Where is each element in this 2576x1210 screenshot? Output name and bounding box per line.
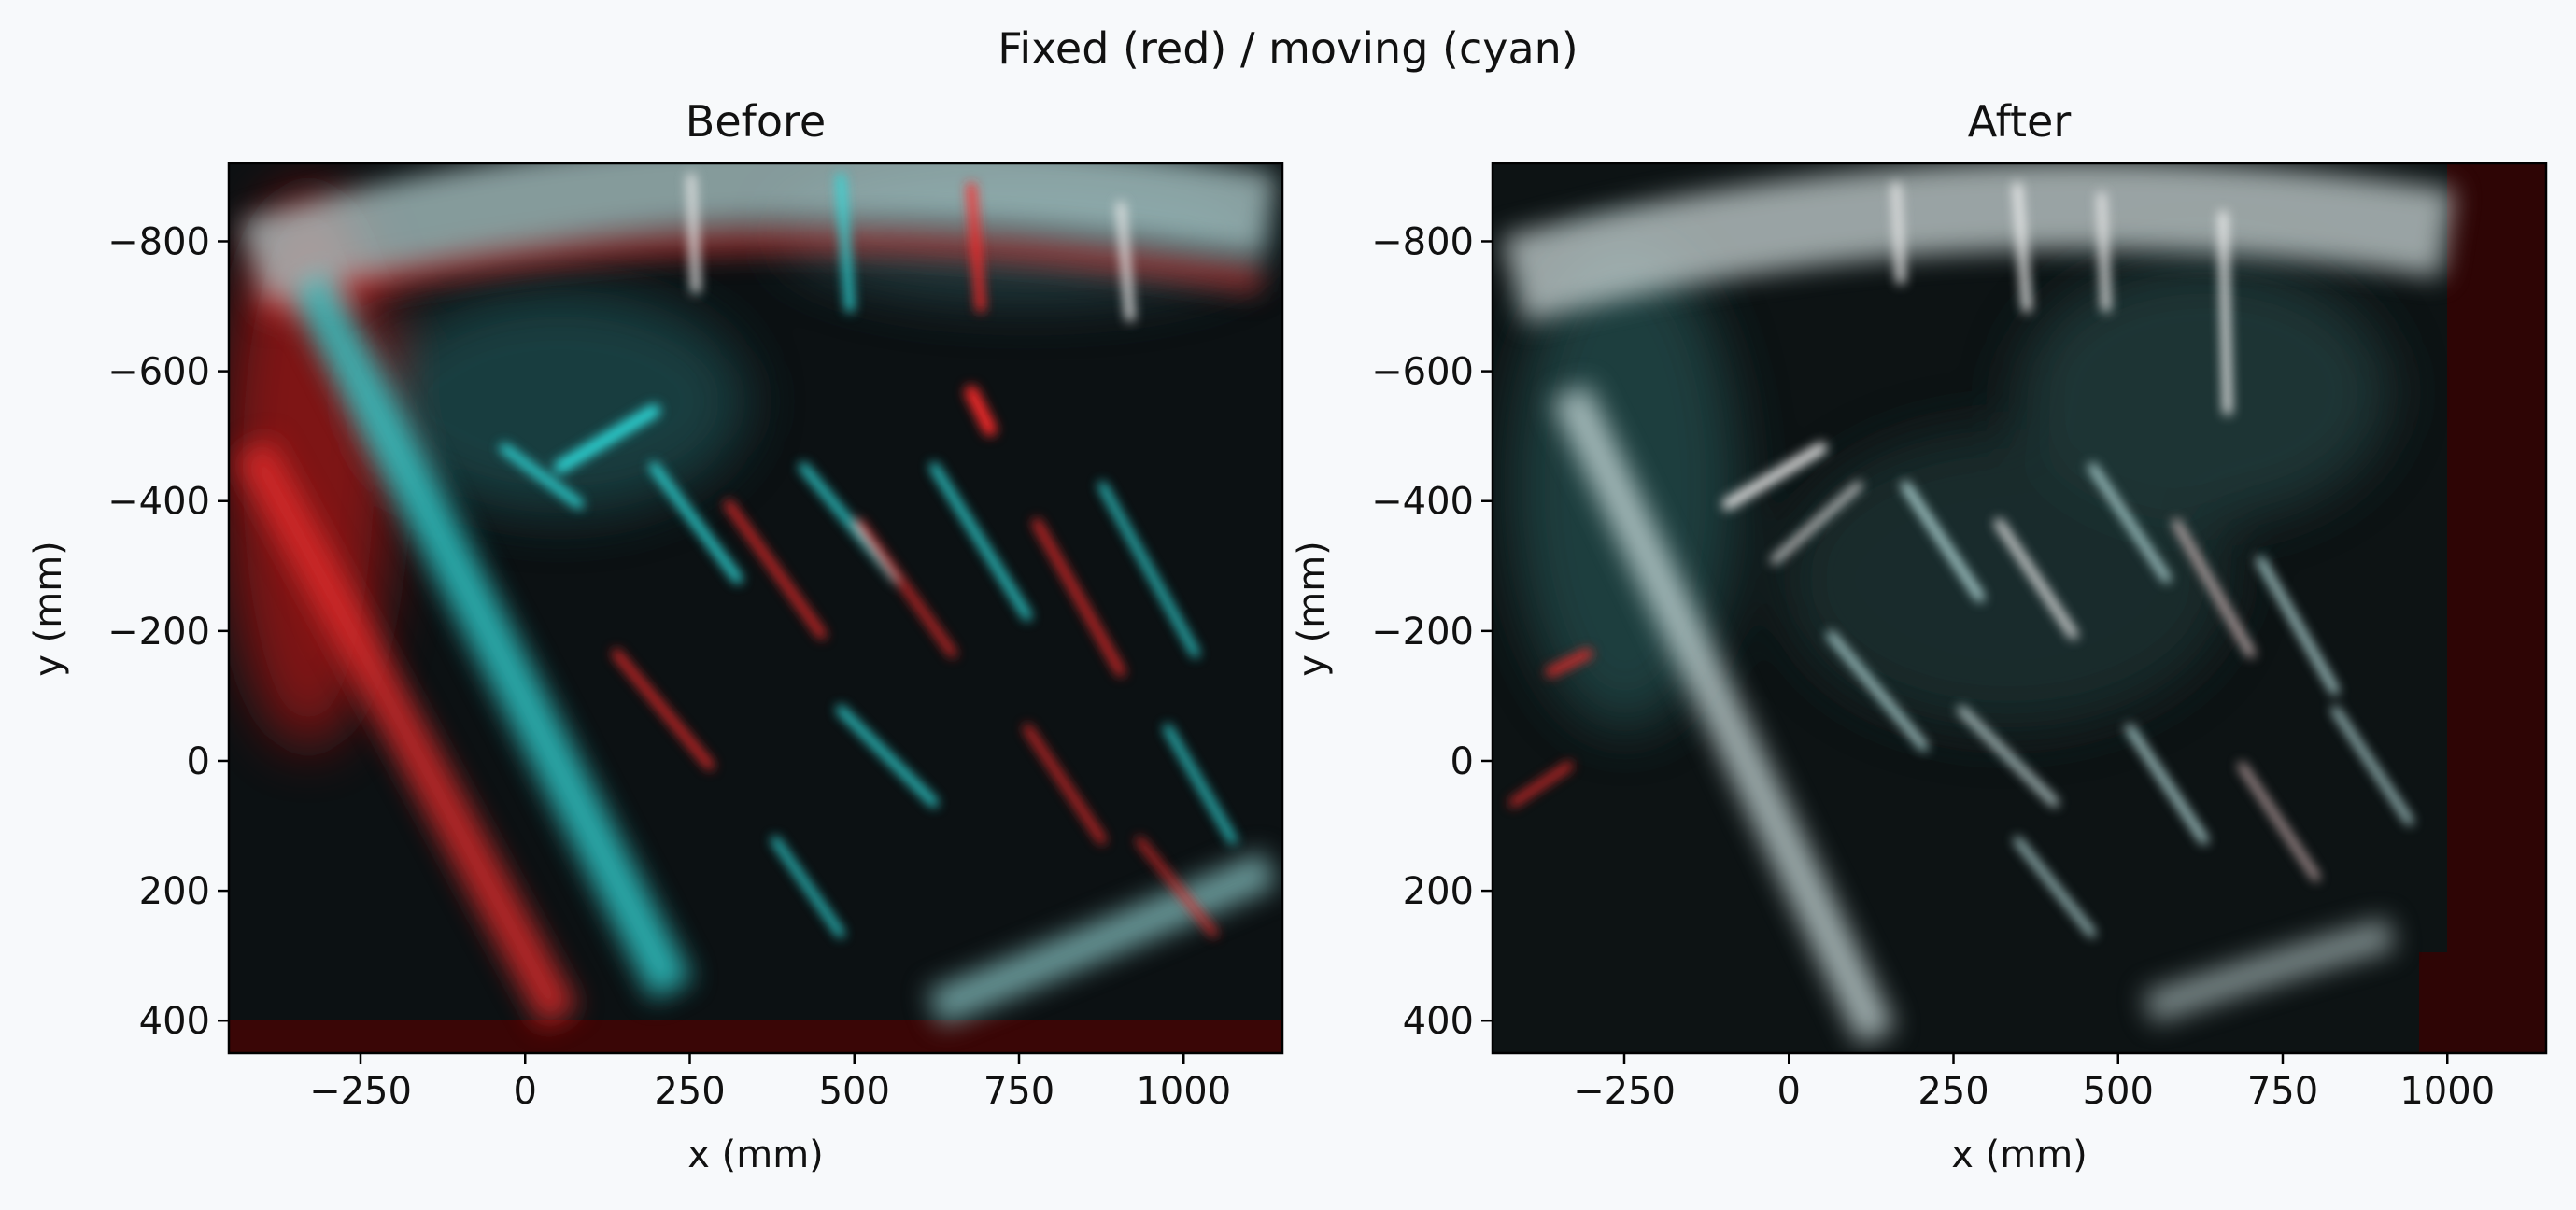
panel-after-y-ticks: −800 −600 −400 −200 0 200 400 bbox=[1371, 220, 1493, 1043]
y-tick-label: 200 bbox=[139, 870, 210, 913]
panel-after-xlabel: x (mm) bbox=[1951, 1133, 2088, 1176]
y-tick-label: 0 bbox=[187, 740, 210, 783]
x-tick-label: 250 bbox=[1918, 1070, 1989, 1113]
y-tick-label: 400 bbox=[139, 1000, 210, 1043]
y-tick-label: 400 bbox=[1403, 1000, 1474, 1043]
y-tick-label: −400 bbox=[107, 481, 210, 524]
panel-after-x-ticks: −250 0 250 500 750 1000 bbox=[1573, 1053, 2495, 1113]
x-tick-label: −250 bbox=[309, 1070, 412, 1113]
figure-suptitle: Fixed (red) / moving (cyan) bbox=[998, 23, 1578, 74]
panel-before-xlabel: x (mm) bbox=[687, 1133, 824, 1176]
panel-before-frame bbox=[227, 162, 1284, 1055]
panel-after-title: After bbox=[1968, 96, 2072, 147]
y-tick-label: −200 bbox=[1371, 611, 1474, 654]
panel-after-frame bbox=[1491, 162, 2548, 1055]
y-tick-label: −800 bbox=[107, 220, 210, 263]
panel-before-image bbox=[229, 163, 1282, 1053]
panel-before-ylabel: y (mm) bbox=[27, 541, 70, 677]
panel-before: Before bbox=[27, 96, 1284, 1176]
y-tick-label: −400 bbox=[1371, 481, 1474, 524]
panel-before-x-ticks: −250 0 250 500 750 1000 bbox=[309, 1053, 1231, 1113]
x-tick-label: 250 bbox=[654, 1070, 725, 1113]
y-tick-label: 0 bbox=[1451, 740, 1474, 783]
x-tick-label: 500 bbox=[2083, 1070, 2154, 1113]
x-tick-label: −250 bbox=[1573, 1070, 1676, 1113]
panel-before-y-ticks: −800 −600 −400 −200 0 200 400 bbox=[107, 220, 229, 1043]
y-tick-label: −800 bbox=[1371, 220, 1474, 263]
panel-after-image bbox=[1493, 163, 2546, 1053]
panel-after: After bbox=[1291, 96, 2548, 1176]
y-tick-label: 200 bbox=[1403, 870, 1474, 913]
y-tick-label: −600 bbox=[1371, 351, 1474, 394]
x-tick-label: 0 bbox=[514, 1070, 537, 1113]
x-tick-label: 750 bbox=[984, 1070, 1054, 1113]
x-tick-label: 500 bbox=[819, 1070, 890, 1113]
panel-before-title: Before bbox=[686, 96, 826, 147]
x-tick-label: 1000 bbox=[2399, 1070, 2495, 1113]
x-tick-label: 750 bbox=[2247, 1070, 2318, 1113]
x-tick-label: 0 bbox=[1777, 1070, 1801, 1113]
y-tick-label: −600 bbox=[107, 351, 210, 394]
panel-after-ylabel: y (mm) bbox=[1291, 541, 1334, 677]
x-tick-label: 1000 bbox=[1136, 1070, 1231, 1113]
y-tick-label: −200 bbox=[107, 611, 210, 654]
